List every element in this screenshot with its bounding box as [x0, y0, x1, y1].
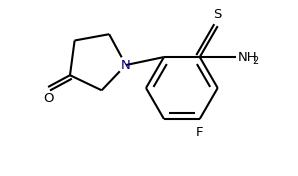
Text: O: O — [43, 92, 53, 105]
Text: N: N — [121, 58, 131, 71]
Text: S: S — [213, 8, 222, 21]
Text: NH: NH — [238, 51, 257, 64]
Text: 2: 2 — [252, 56, 259, 65]
Text: F: F — [196, 126, 204, 139]
